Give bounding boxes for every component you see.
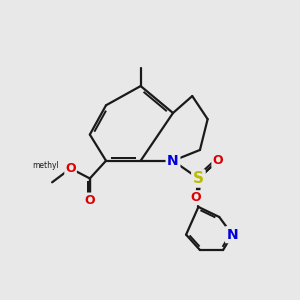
Text: O: O	[85, 194, 95, 206]
Text: S: S	[193, 171, 204, 186]
Text: O: O	[212, 154, 223, 167]
Text: N: N	[226, 228, 238, 242]
Text: N: N	[167, 154, 179, 168]
Text: O: O	[65, 162, 76, 175]
Text: methyl: methyl	[32, 161, 59, 170]
Text: O: O	[191, 191, 201, 204]
